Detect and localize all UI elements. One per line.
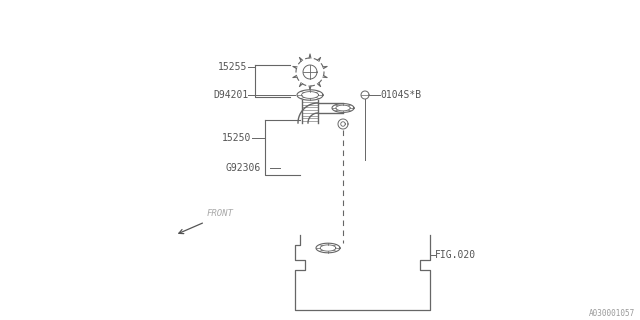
Text: FIG.020: FIG.020 [435,250,476,260]
Text: D94201: D94201 [213,90,248,100]
Text: 15250: 15250 [222,133,252,143]
Text: FRONT: FRONT [207,209,234,218]
Text: A030001057: A030001057 [589,309,635,318]
Text: G92306: G92306 [225,163,260,173]
Text: 15255: 15255 [218,62,248,72]
Text: 0104S*B: 0104S*B [380,90,421,100]
